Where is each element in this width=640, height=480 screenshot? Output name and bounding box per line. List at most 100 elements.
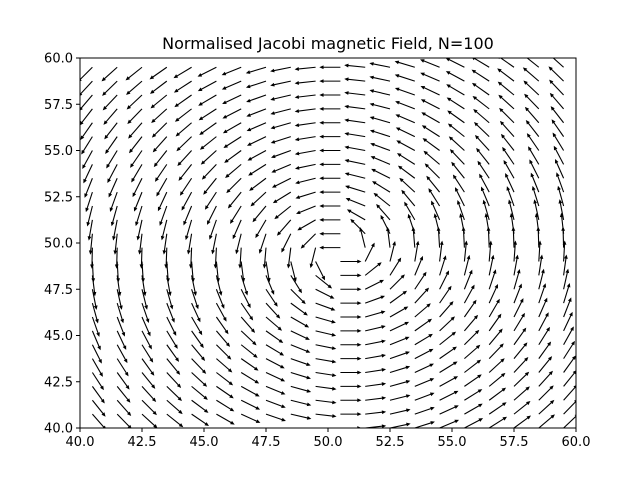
arrow-head [162,250,167,255]
arrow-shaft [450,137,465,151]
arrow-head [473,109,478,114]
arrow-shaft [248,66,267,73]
arrow-shaft [372,63,391,68]
arrow-head [293,277,297,282]
field-arrow [265,385,286,395]
field-arrow [473,122,490,138]
arrow-head [494,283,498,289]
arrow-shaft [464,419,481,428]
arrow-shaft [191,358,205,373]
arrow-head [344,63,349,68]
arrow-head [421,125,427,130]
arrow-shaft [399,154,416,165]
arrow-shaft [538,243,541,262]
arrow-head [502,416,508,421]
field-arrow [166,385,182,402]
arrow-shaft [555,161,565,179]
arrow-head [476,359,482,364]
arrow-head [253,366,259,371]
field-arrow [365,295,386,304]
arrow-head [447,123,453,128]
arrow-shaft [240,372,257,383]
field-arrow [294,80,316,85]
arrow-shaft [538,314,548,332]
field-arrow [340,328,362,333]
arrow-head [471,82,477,87]
arrow-head [224,329,229,335]
field-arrow [198,108,217,121]
arrow-head [222,129,228,134]
field-arrow [315,344,337,350]
arrow-head [499,343,504,348]
arrow-head [281,417,286,422]
field-arrow [131,164,143,183]
arrow-shaft [91,289,97,308]
arrow-shaft [463,301,476,318]
field-arrow [141,275,147,297]
field-arrow [389,408,411,415]
arrow-shaft [81,122,93,138]
arrow-head [447,110,452,115]
arrow-shaft [464,361,480,373]
field-arrow [290,261,297,282]
field-arrow [350,218,366,235]
arrow-head [126,411,132,417]
arrow-shaft [389,423,408,428]
field-arrow [526,133,540,151]
field-arrow [191,385,208,400]
arrow-head [295,195,301,199]
arrow-shaft [513,271,520,290]
arrow-head [488,240,493,245]
field-arrow [457,199,465,221]
field-arrow [463,254,471,276]
field-arrow [216,385,234,399]
field-arrow [290,385,312,393]
field-arrow [290,302,308,316]
arrow-head [183,220,187,226]
arrow-shaft [263,247,267,266]
arrow-shaft [91,316,99,335]
field-arrow [265,358,285,369]
arrow-head [529,159,533,165]
field-arrow [153,150,168,168]
arrow-head [221,86,227,90]
arrow-shaft [201,136,217,149]
arrow-shaft [266,427,268,428]
field-arrow [191,316,203,336]
arrow-head [542,283,547,288]
arrow-head [108,192,113,198]
field-arrow [424,163,440,179]
arrow-shaft [191,316,202,333]
arrow-head [453,390,459,395]
arrow-head [433,213,438,218]
field-arrow [295,177,316,185]
arrow-head [294,123,300,128]
arrow-head [447,285,452,291]
arrow-head [200,160,206,165]
arrow-head [167,291,172,297]
arrow-head [415,240,420,246]
field-arrow [365,382,387,387]
field-arrow [506,186,515,207]
arrow-shaft [273,163,292,172]
arrow-head [249,315,254,321]
arrow-shaft [374,182,391,193]
arrow-head [381,339,386,344]
field-arrow [563,282,571,304]
arrow-head [524,106,530,112]
arrow-shaft [524,68,540,82]
arrow-head [151,397,157,402]
field-arrow [422,138,440,151]
arrow-head [150,104,155,109]
field-arrow [114,247,119,269]
arrow-head [151,118,156,124]
arrow-head [198,101,203,106]
arrow-shaft [360,229,366,248]
arrow-shaft [166,427,168,428]
field-arrow [319,93,341,97]
field-arrow [500,133,515,151]
field-arrow [216,413,235,425]
arrow-head [572,370,576,375]
arrow-head [558,199,563,204]
arrow-head [80,106,83,111]
